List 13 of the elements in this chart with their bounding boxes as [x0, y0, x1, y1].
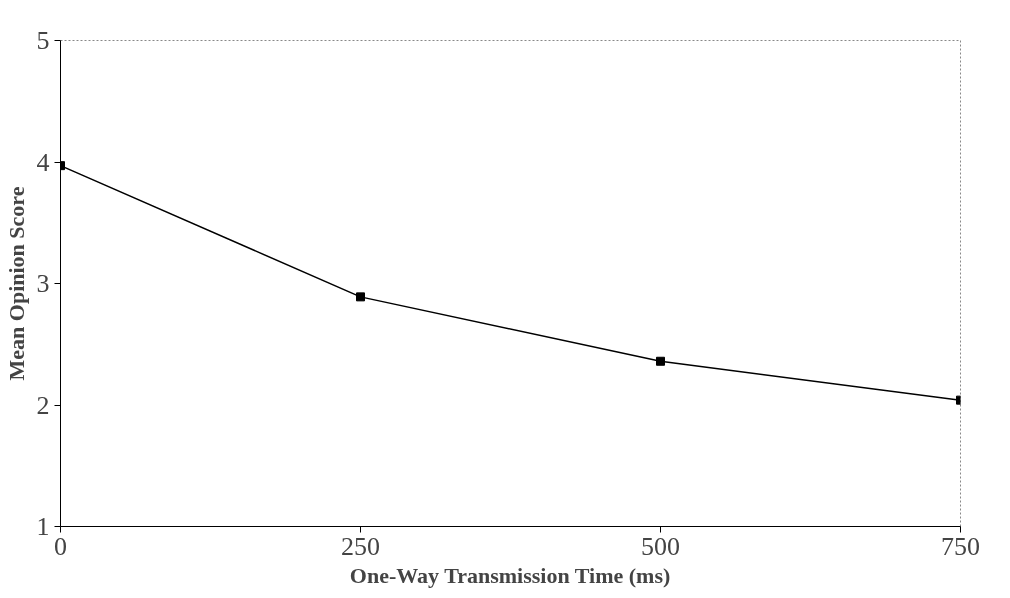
- x-tick-label: 750: [941, 531, 980, 561]
- x-tick-label: 250: [341, 531, 380, 561]
- y-tick-label: 1: [36, 512, 50, 541]
- point: [356, 292, 365, 302]
- point: [656, 356, 665, 366]
- y-tick-label: 5: [36, 26, 50, 55]
- y-tick-label: 2: [36, 390, 50, 420]
- x-axis-title: One-Way Transmission Time (ms): [349, 562, 671, 588]
- x-tick-label: 500: [641, 531, 680, 561]
- x-tick-label: 0: [54, 531, 67, 561]
- y-tick-label: 3: [36, 269, 50, 298]
- y-axis-title: Mean Opinion Score: [3, 186, 29, 381]
- y-tick-label: 4: [36, 147, 50, 177]
